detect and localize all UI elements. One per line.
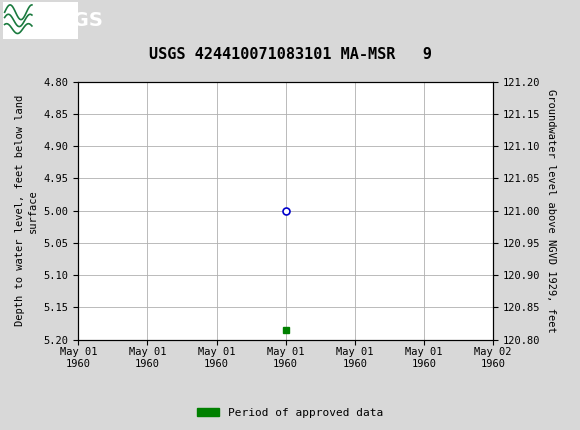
Bar [3, 2, 78, 39]
Y-axis label: Depth to water level, feet below land
surface: Depth to water level, feet below land su… [15, 95, 38, 326]
Text: USGS 424410071083101 MA-MSR   9: USGS 424410071083101 MA-MSR 9 [148, 47, 432, 62]
Text: USGS: USGS [44, 11, 103, 30]
Legend: Period of approved data: Period of approved data [193, 403, 387, 422]
Y-axis label: Groundwater level above NGVD 1929, feet: Groundwater level above NGVD 1929, feet [546, 89, 556, 332]
